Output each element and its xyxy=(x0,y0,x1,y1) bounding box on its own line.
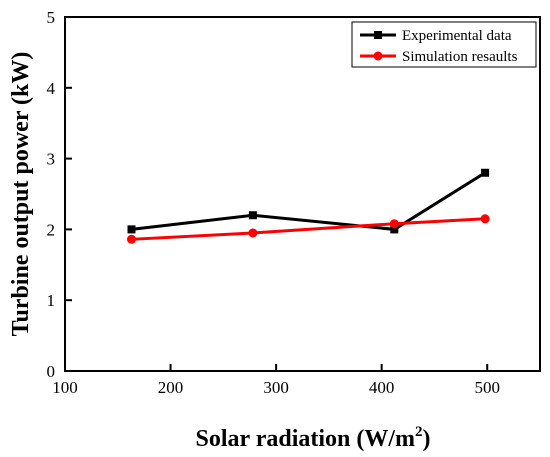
y-tick-label: 3 xyxy=(47,150,56,169)
x-tick-label: 500 xyxy=(474,378,500,397)
y-tick-label: 4 xyxy=(47,79,56,98)
data-point xyxy=(127,225,136,234)
data-point xyxy=(390,225,399,234)
legend: Experimental data Simulation resaults xyxy=(351,21,537,68)
axis-ticks: 100 200 300 400 500 0 1 2 3 4 5 xyxy=(47,8,500,397)
data-point xyxy=(481,168,490,177)
data-point xyxy=(248,211,257,220)
series-line xyxy=(131,171,486,231)
y-tick-label: 2 xyxy=(47,220,56,239)
legend-marker xyxy=(374,31,382,39)
legend-label: Simulation resaults xyxy=(402,49,518,65)
x-axis-label-close: ) xyxy=(423,426,431,452)
x-axis-label-superscript: 2 xyxy=(415,424,423,440)
legend-label: Experimental data xyxy=(402,28,512,44)
y-axis-label: Turbine output power (kW) xyxy=(8,52,34,337)
series-line xyxy=(131,217,486,241)
data-point xyxy=(480,214,490,224)
plot-area xyxy=(64,16,541,372)
x-axis-label-main: Solar radiation (W/m xyxy=(195,426,415,452)
plot-frame xyxy=(64,16,541,372)
legend-box xyxy=(351,21,537,68)
x-tick-label: 300 xyxy=(263,378,289,397)
x-axis-label: Solar radiation (W/m2) xyxy=(195,424,430,452)
legend-marker xyxy=(373,51,383,61)
x-tick-label: 400 xyxy=(369,378,395,397)
series-layer xyxy=(127,168,490,244)
y-tick-label: 1 xyxy=(47,291,56,310)
data-point xyxy=(389,219,399,229)
data-point xyxy=(127,234,136,244)
data-point xyxy=(248,228,258,238)
x-tick-label: 200 xyxy=(158,378,184,397)
x-tick-label: 100 xyxy=(52,378,78,397)
y-tick-label: 0 xyxy=(47,362,56,381)
y-tick-label: 5 xyxy=(47,8,56,27)
